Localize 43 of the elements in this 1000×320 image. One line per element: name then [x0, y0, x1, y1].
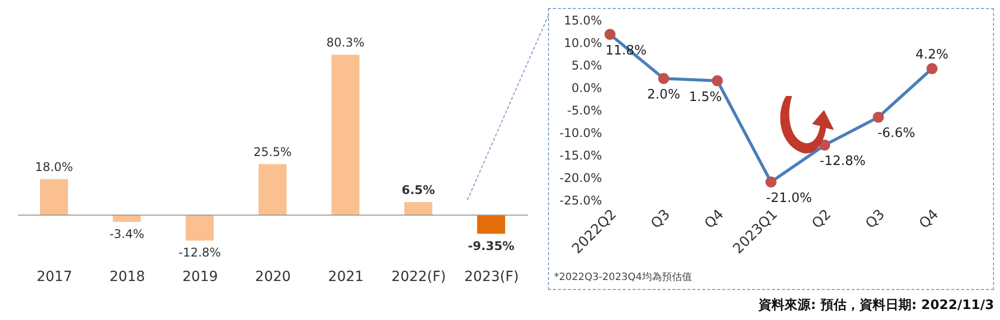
y-tick-label: -20.0% [560, 170, 602, 185]
bar [404, 202, 432, 216]
x-tick-label: 2020 [255, 268, 291, 285]
y-tick-label: -25.0% [560, 193, 602, 208]
data-label: -6.6% [877, 126, 916, 142]
bar [186, 215, 214, 241]
x-tick-label: Q4 [702, 206, 728, 232]
data-label: -21.0% [766, 191, 812, 206]
x-tick-label: Q3 [648, 206, 674, 232]
bar [477, 215, 506, 234]
data-label: 1.5% [688, 90, 722, 105]
data-label: 25.5% [254, 145, 292, 160]
bar [112, 215, 141, 222]
data-label: 80.3% [326, 36, 364, 50]
y-tick-label: 0.0% [572, 80, 602, 95]
y-tick-label: 5.0% [572, 58, 602, 72]
y-tick-label: 10.0% [564, 36, 602, 50]
x-tick-label: 2023(F) [464, 268, 519, 285]
text: *2022Q3-2023Q4均為預估值 [554, 271, 692, 284]
bar [331, 54, 360, 216]
x-tick-label: Q3 [862, 206, 888, 232]
x-tick-label: Q2 [809, 206, 835, 232]
x-tick-label: 2018 [109, 268, 146, 285]
data-label: -9.35% [468, 238, 514, 253]
y-tick-label: -15.0% [560, 148, 602, 162]
y-tick-label: 15.0% [564, 13, 602, 28]
y-tick-label: -10.0% [560, 126, 602, 140]
data-label: 6.5% [402, 183, 435, 198]
x-tick-label: 2019 [182, 268, 218, 285]
data-label: -12.8% [178, 246, 221, 260]
bar [40, 179, 68, 216]
x-tick-label: 2021 [328, 268, 364, 285]
x-tick-label: 2017 [36, 268, 72, 285]
bar [258, 164, 287, 216]
x-tick-label: 2022(F) [391, 268, 446, 285]
data-label: 18.0% [34, 160, 74, 174]
y-tick-label: -5.0% [567, 103, 602, 118]
x-tick-label: Q4 [916, 206, 942, 232]
data-label: -3.4% [109, 226, 144, 241]
source-note: 資料來源: 預估，資料日期: 2022/11/3 [758, 297, 994, 314]
data-label: -12.8% [820, 154, 866, 170]
data-label: 4.2% [915, 48, 949, 63]
data-label: 2.0% [647, 88, 680, 102]
